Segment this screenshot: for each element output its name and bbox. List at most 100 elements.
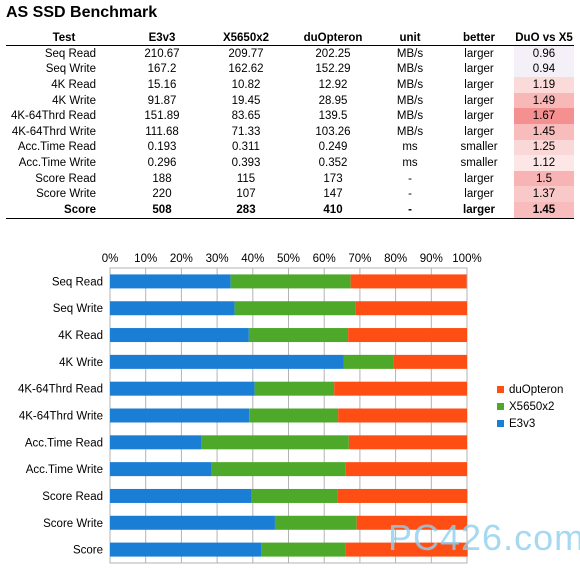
- bar-segment: [345, 462, 467, 477]
- cell-test: Score: [6, 201, 122, 219]
- cell-better: larger: [464, 188, 494, 201]
- header-e3v3: E3v3: [122, 31, 202, 46]
- cell-x5650x2: 0.311: [232, 141, 260, 154]
- benchmark-table: Test E3v3 X5650x2 duOpteron unit better …: [6, 31, 574, 219]
- cell-ratio: 1.37: [514, 186, 574, 202]
- cell-better: larger: [464, 125, 494, 138]
- table-row: Acc.Time Read 0.193 0.311 0.249 ms smaller 1.2…: [6, 139, 574, 156]
- cell-test: 4K-64Thrd Read: [10, 110, 96, 123]
- x-tick-label: 100%: [452, 253, 481, 265]
- cell-x5650x2: 83.65: [231, 110, 261, 123]
- table-row: 4K-64Thrd Write 111.68 71.33 103.26 MB/s larg…: [6, 123, 574, 140]
- cell-test: Acc.Time Read: [17, 141, 96, 154]
- table-row: Score 508 283 410- larger 1.45: [6, 201, 574, 219]
- bar-segment: [110, 435, 202, 450]
- x-tick-label: 70%: [348, 253, 371, 265]
- category-label: Seq Write: [53, 303, 103, 315]
- cell-duopteron: 139.5: [318, 110, 348, 123]
- x-tick-label: 80%: [384, 253, 407, 265]
- x-tick-label: 60%: [313, 253, 336, 265]
- cell-x5650x2: 115: [236, 172, 256, 185]
- cell-x5650x2: 10.82: [231, 78, 261, 91]
- table-row: Seq Read 210.67 209.77 202.25 MB/s larger 0.96: [6, 45, 574, 62]
- cell-better: smaller: [460, 156, 498, 169]
- bar-segment: [110, 354, 344, 369]
- legend-label: E3v3: [509, 418, 535, 430]
- cell-e3v3: 0.296: [147, 156, 177, 169]
- cell-x5650x2: 107: [236, 188, 256, 201]
- bar-segment: [348, 328, 467, 343]
- header-unit: unit: [376, 31, 444, 46]
- legend-swatch: [497, 386, 504, 393]
- bar-segment: [110, 488, 252, 503]
- cell-better: larger: [464, 110, 494, 123]
- cell-duopteron: 147: [323, 188, 343, 201]
- cell-better: larger: [464, 63, 494, 76]
- cell-ratio: 1.45: [514, 123, 574, 140]
- x-tick-label: 30%: [206, 253, 229, 265]
- cell-e3v3: 0.193: [147, 141, 177, 154]
- cell-better: larger: [464, 78, 494, 91]
- bar-segment: [251, 488, 338, 503]
- cell-duopteron: 202.25: [315, 47, 351, 60]
- cell-e3v3: 15.16: [147, 78, 177, 91]
- cell-e3v3: 91.87: [147, 94, 177, 107]
- legend-swatch: [497, 420, 504, 427]
- bar-segment: [110, 328, 249, 343]
- cell-x5650x2: 209.77: [228, 47, 264, 60]
- header-x5650x2: X5650x2: [202, 31, 290, 46]
- cell-unit: MB/s: [396, 78, 424, 91]
- bar-segment: [110, 542, 262, 557]
- table-row: Score Write 220 107 147 - larger 1.37: [6, 186, 574, 202]
- cell-duopteron: 103.26: [315, 125, 351, 138]
- table-row: 4K-64Thrd Read 151.89 83.65 139.5 MB/s larger…: [6, 108, 574, 124]
- bar-segment: [110, 515, 275, 530]
- cell-test: Score Read: [35, 172, 96, 185]
- cell-unit: MB/s: [396, 47, 424, 60]
- cell-ratio: 1.12: [514, 155, 574, 171]
- header-duopteron: duOpteron: [290, 31, 376, 46]
- x-tick-label: 0%: [102, 253, 119, 265]
- cell-unit: MB/s: [396, 63, 424, 76]
- table-header-row: Test E3v3 X5650x2 duOpteron unit better …: [6, 31, 574, 46]
- cell-unit: ms: [402, 156, 418, 169]
- cell-ratio: 1.45: [514, 201, 574, 219]
- bar-segment: [345, 542, 468, 557]
- legend-swatch: [497, 403, 504, 410]
- cell-better: larger: [464, 172, 494, 185]
- legend-label: duOpteron: [509, 384, 563, 396]
- cell-e3v3: 220: [152, 188, 172, 201]
- x-tick-label: 50%: [277, 253, 300, 265]
- x-tick-label: 40%: [241, 253, 264, 265]
- category-label: Seq Read: [52, 276, 103, 288]
- cell-e3v3: 188: [152, 172, 172, 185]
- cell-e3v3: 167.2: [147, 63, 177, 76]
- bar-segment: [234, 301, 356, 316]
- cell-e3v3: 151.89: [144, 110, 180, 123]
- bar-segment: [274, 515, 357, 530]
- category-label: Acc.Time Write: [26, 464, 103, 476]
- cell-unit: -: [376, 201, 444, 219]
- cell-unit: ms: [402, 141, 418, 154]
- header-ratio: DuO vs X5: [514, 31, 574, 46]
- bar-segment: [201, 435, 349, 450]
- cell-unit: MB/s: [396, 110, 424, 123]
- category-label: Score: [73, 545, 103, 557]
- cell-x5650x2: 19.45: [231, 94, 261, 107]
- x-tick-label: 10%: [134, 253, 157, 265]
- bar-segment: [110, 462, 212, 477]
- cell-unit: -: [408, 188, 412, 201]
- cell-x5650x2: 283: [202, 201, 290, 219]
- cell-unit: -: [408, 172, 412, 185]
- cell-test: Seq Write: [45, 63, 96, 76]
- bar-segment: [248, 328, 349, 343]
- cell-x5650x2: 0.393: [231, 156, 261, 169]
- x-tick-label: 20%: [170, 253, 193, 265]
- cell-test: Score Write: [36, 188, 96, 201]
- cell-x5650x2: 71.33: [231, 125, 261, 138]
- bar-segment: [334, 381, 467, 396]
- bar-segment: [261, 542, 346, 557]
- category-label: 4K Write: [59, 357, 103, 369]
- cell-ratio: 0.94: [514, 61, 574, 78]
- page-title: AS SSD Benchmark: [6, 4, 158, 21]
